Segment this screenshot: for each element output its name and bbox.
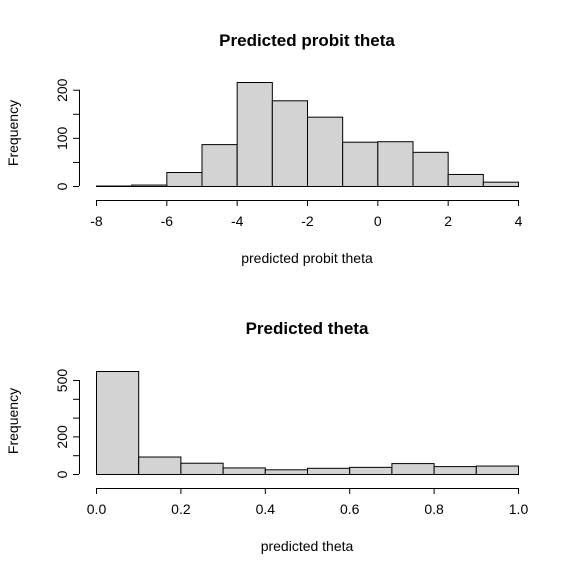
x-tick-label: 0.4 <box>256 501 276 517</box>
histogram-bar <box>96 371 140 475</box>
y-tick-label: 200 <box>54 425 70 449</box>
histogram-panel-theta: Predicted theta predicted theta Frequenc… <box>5 319 528 554</box>
x-tick-label: 1.0 <box>509 501 529 517</box>
histogram-bar <box>264 469 308 475</box>
y-tick-label: 100 <box>54 126 70 150</box>
y-axis: 0 200 500 <box>54 369 80 478</box>
histogram-bar <box>342 141 379 187</box>
y-axis-label: Frequency <box>5 100 21 166</box>
x-tick-label: -8 <box>90 213 103 229</box>
x-tick-label: 4 <box>515 213 523 229</box>
bars <box>96 371 519 476</box>
histogram-bar <box>447 173 484 188</box>
x-tick-label: -2 <box>301 213 314 229</box>
x-tick-label: 2 <box>444 213 452 229</box>
histogram-bar <box>412 151 449 188</box>
histogram-bar <box>201 144 238 188</box>
x-tick-label: -4 <box>231 213 244 229</box>
histogram-bar <box>222 467 266 476</box>
histogram-bar <box>307 467 351 476</box>
histogram-bar <box>236 82 273 187</box>
x-tick-label: 0.8 <box>424 501 444 517</box>
chart-title: Predicted theta <box>246 319 369 338</box>
histogram-bar <box>180 462 224 475</box>
chart-title: Predicted probit theta <box>219 31 395 50</box>
bars <box>96 82 520 188</box>
y-tick-label: 0 <box>54 182 70 190</box>
histogram-bar <box>271 100 309 187</box>
y-tick-label: 500 <box>54 369 70 393</box>
y-axis-label: Frequency <box>5 388 21 454</box>
x-tick-label: -6 <box>161 213 174 229</box>
x-axis: -8 -6 -4 -2 0 2 4 <box>90 200 523 229</box>
histogram-bar <box>391 463 435 476</box>
y-axis: 0 100 200 <box>54 78 80 190</box>
histogram-bar <box>482 181 520 188</box>
x-tick-label: 0 <box>374 213 382 229</box>
x-axis-label: predicted theta <box>261 538 354 554</box>
histogram-bar <box>131 184 168 188</box>
x-tick-label: 0.6 <box>340 501 360 517</box>
x-tick-label: 0.2 <box>171 501 191 517</box>
histogram-bar <box>307 116 344 187</box>
histogram-bar <box>475 465 519 475</box>
histogram-bar <box>166 172 203 187</box>
x-tick-label: 0.0 <box>87 501 107 517</box>
x-axis-label: predicted probit theta <box>241 250 373 266</box>
histogram-panel-probit: Predicted probit theta predicted probit … <box>5 31 523 266</box>
histogram-bar <box>377 141 414 188</box>
histogram-bar <box>138 456 182 476</box>
y-tick-label: 0 <box>54 470 70 478</box>
histogram-bar <box>349 466 393 476</box>
y-tick-label: 200 <box>54 78 70 102</box>
x-axis: 0.0 0.2 0.4 0.6 0.8 1.0 <box>87 488 529 517</box>
histogram-bar <box>433 466 477 475</box>
